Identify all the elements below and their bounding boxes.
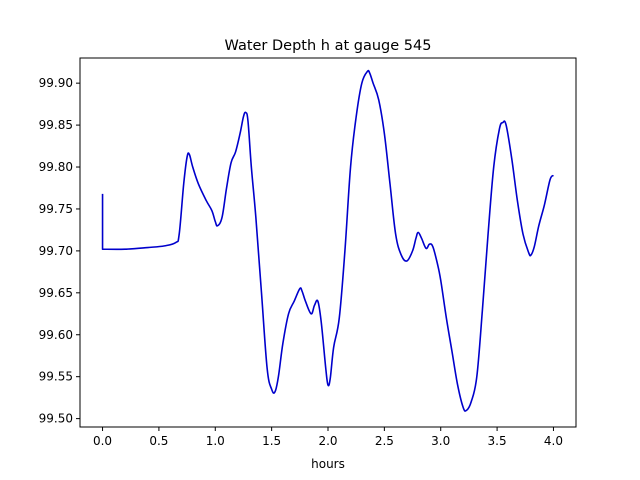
y-tick-label: 99.50 xyxy=(39,412,73,426)
x-axis-label: hours xyxy=(311,457,345,471)
y-tick-label: 99.60 xyxy=(39,328,73,342)
y-tick-label: 99.55 xyxy=(39,370,73,384)
plot-area-frame xyxy=(79,57,577,428)
y-tick-label: 99.70 xyxy=(39,244,73,258)
x-tick-label: 0.5 xyxy=(149,434,168,448)
x-tick-label: 2.0 xyxy=(318,434,337,448)
y-tick-label: 99.75 xyxy=(39,202,73,216)
x-tick-label: 1.0 xyxy=(206,434,225,448)
x-tick-label: 1.5 xyxy=(262,434,281,448)
x-tick-label: 3.5 xyxy=(488,434,507,448)
y-tick-label: 99.65 xyxy=(39,286,73,300)
y-tick-label: 99.80 xyxy=(39,160,73,174)
y-tick-label: 99.85 xyxy=(39,118,73,132)
y-tick-label: 99.90 xyxy=(39,76,73,90)
series-line xyxy=(101,69,555,412)
x-tick-label: 4.0 xyxy=(544,434,563,448)
x-tick-label: 0.0 xyxy=(93,434,112,448)
chart-title: Water Depth h at gauge 545 xyxy=(225,38,432,54)
x-tick-label: 3.0 xyxy=(431,434,450,448)
x-tick-label: 2.5 xyxy=(375,434,394,448)
